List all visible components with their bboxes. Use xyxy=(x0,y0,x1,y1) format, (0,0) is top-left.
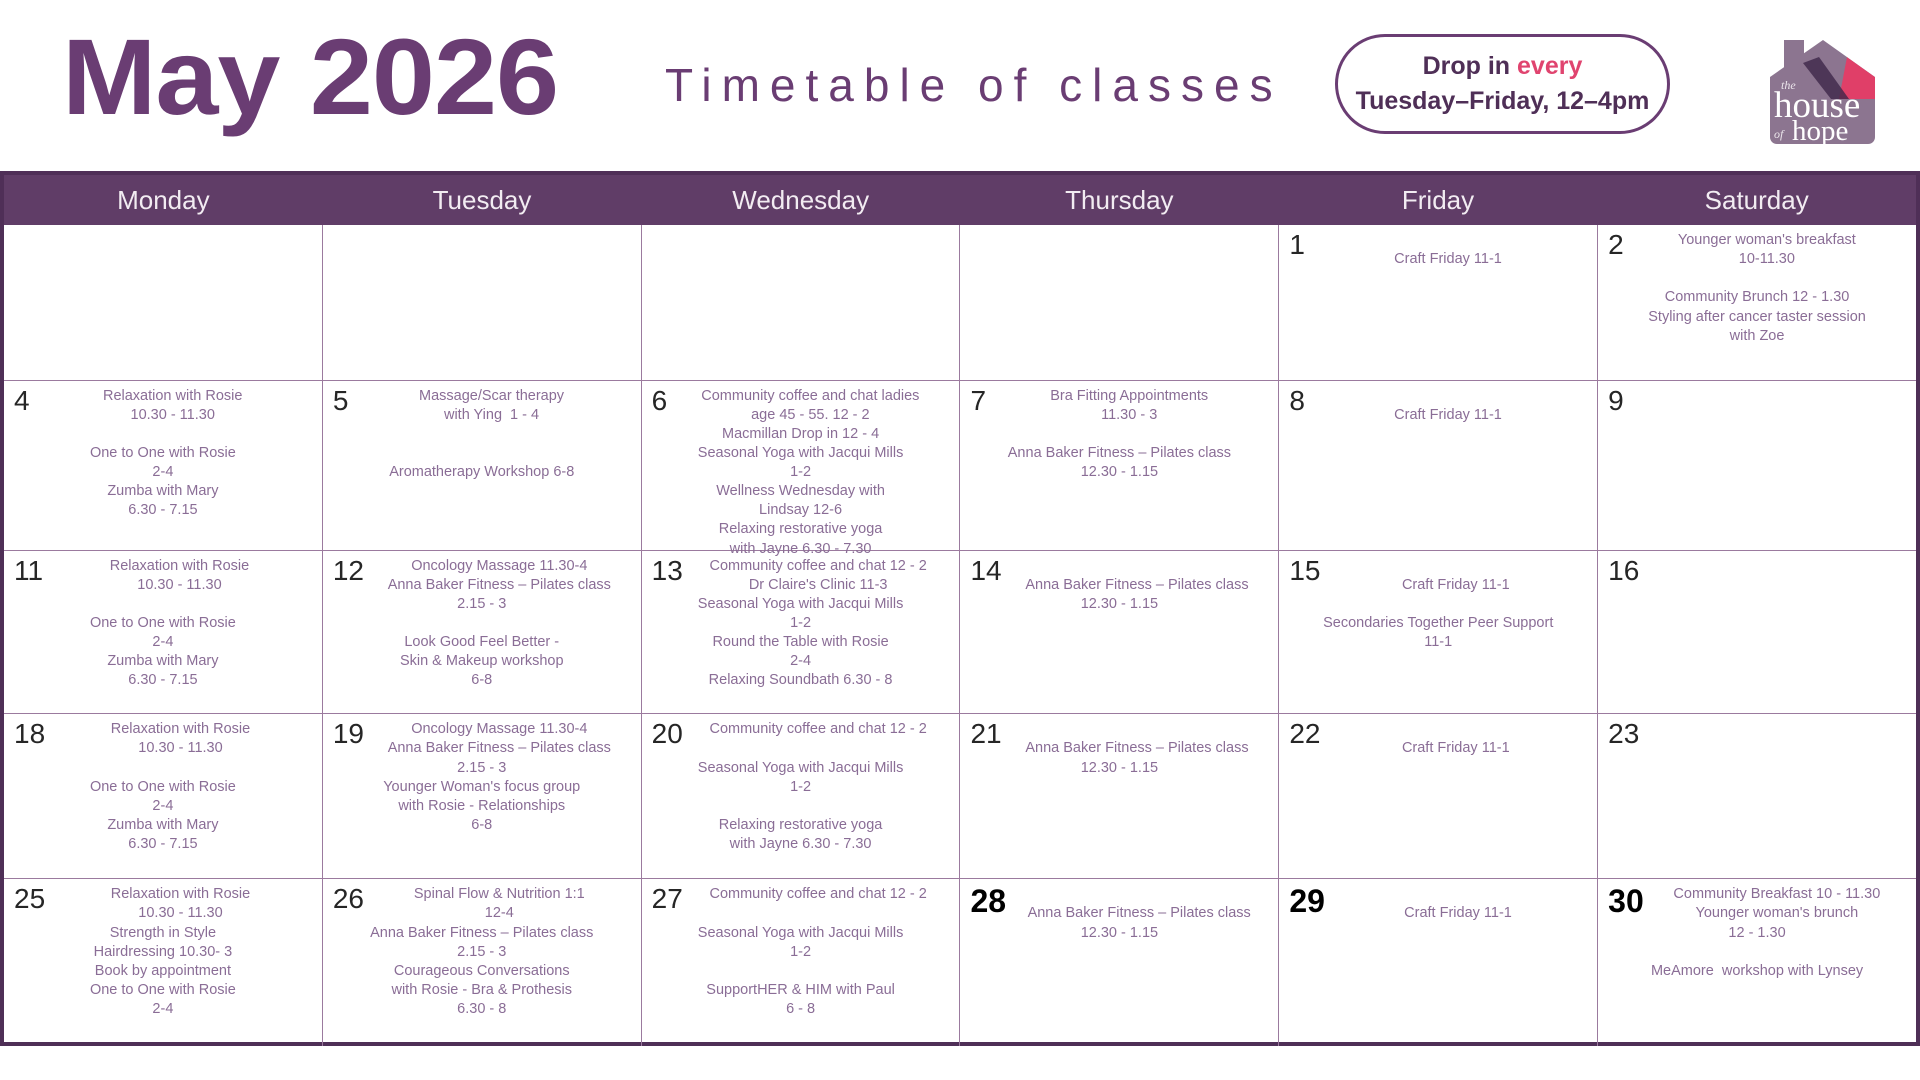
svg-text:hope: hope xyxy=(1792,115,1848,145)
